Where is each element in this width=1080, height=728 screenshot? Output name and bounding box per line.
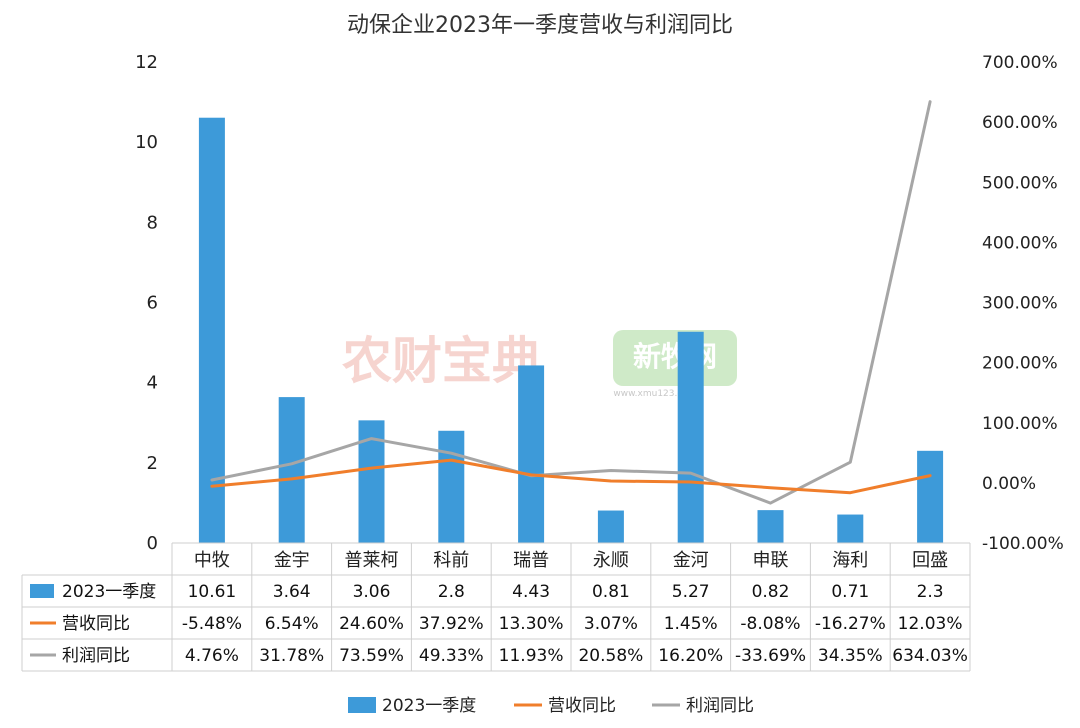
table-cell: 4.43 — [512, 582, 550, 602]
right-tick-label: 200.00% — [982, 354, 1058, 374]
bar-8 — [757, 510, 784, 543]
watermark-badge — [613, 330, 737, 386]
bar-9 — [837, 514, 864, 543]
table-cell: 3.07% — [584, 614, 638, 634]
table-cell: -8.08% — [740, 614, 800, 634]
legend-label: 营收同比 — [548, 696, 616, 716]
right-tick-label: 400.00% — [982, 233, 1058, 253]
legend-label: 2023一季度 — [382, 696, 476, 716]
table-cell: -33.69% — [735, 646, 806, 666]
table-cell: 11.93% — [499, 646, 564, 666]
left-axis: 0 2 4 6 8 10 12 — [135, 52, 158, 554]
legend-label: 利润同比 — [686, 696, 754, 716]
bar-5 — [518, 365, 545, 543]
table-cell: 20.58% — [578, 646, 643, 666]
table-cell: 0.82 — [752, 582, 790, 602]
table-cell: 0.71 — [831, 582, 869, 602]
table-cell: 2.8 — [438, 582, 465, 602]
right-tick-label: 500.00% — [982, 173, 1058, 193]
left-tick-label: 4 — [147, 373, 158, 394]
right-axis: -100.00% 0.00% 100.00% 200.00% 300.00% 400.00… — [982, 53, 1064, 554]
category-label: 海利 — [832, 550, 868, 571]
bar-series-2023q1 — [198, 117, 944, 544]
table-cell: 24.60% — [339, 614, 404, 634]
data-table: 中牧 金宇 普莱柯 科前 瑞普 永顺 金河 申联 海利 回盛 2023一季度 10.61 3.64 3.0… — [21, 542, 971, 672]
row-label: 利润同比 — [62, 646, 130, 666]
table-cell: 3.64 — [273, 582, 311, 602]
category-label: 中牧 — [194, 550, 230, 571]
left-tick-label: 0 — [147, 533, 158, 554]
watermark-text: 农财宝典 — [342, 332, 542, 390]
table-cell: 1.45% — [664, 614, 718, 634]
table-cell: 6.54% — [265, 614, 319, 634]
row-label: 营收同比 — [62, 614, 130, 634]
category-label: 瑞普 — [513, 550, 549, 571]
table-cell: 3.06 — [353, 582, 391, 602]
category-label: 永顺 — [593, 550, 629, 571]
right-tick-label: -100.00% — [982, 534, 1064, 554]
bar-7 — [677, 331, 704, 543]
table-cell: 12.03% — [898, 614, 963, 634]
bar-4 — [438, 430, 465, 543]
right-tick-label: 100.00% — [982, 414, 1058, 434]
line-series — [210, 100, 932, 505]
category-label: 普莱柯 — [345, 550, 399, 571]
table-cell: 73.59% — [339, 646, 404, 666]
revenue-yoy-line — [210, 458, 932, 495]
bar-2 — [278, 397, 305, 543]
bar-10 — [917, 450, 944, 543]
profit-yoy-line — [210, 100, 932, 505]
table-cell: 4.76% — [185, 646, 239, 666]
left-tick-label: 12 — [135, 52, 158, 73]
table-cell: 0.81 — [592, 582, 630, 602]
legend-swatch — [348, 697, 376, 713]
legend: 2023一季度 营收同比 利润同比 — [348, 696, 754, 716]
table-cell: 49.33% — [419, 646, 484, 666]
bar-6 — [597, 510, 624, 543]
table-cell: -5.48% — [182, 614, 242, 634]
table-cell: 31.78% — [259, 646, 324, 666]
left-tick-label: 2 — [147, 453, 158, 474]
right-tick-label: 600.00% — [982, 113, 1058, 133]
chart-title: 动保企业2023年一季度营收与利润同比 — [347, 13, 733, 38]
table-cell: -16.27% — [815, 614, 886, 634]
right-tick-label: 700.00% — [982, 53, 1058, 73]
row-key-swatch — [30, 584, 54, 598]
watermark-url: www.xmu123.com — [613, 389, 696, 399]
table-cell: 37.92% — [419, 614, 484, 634]
table-cell: 2.3 — [917, 582, 944, 602]
right-tick-label: 0.00% — [982, 474, 1036, 494]
row-label: 2023一季度 — [62, 582, 156, 602]
table-cell: 634.03% — [892, 646, 968, 666]
bar-1 — [198, 117, 225, 544]
left-tick-label: 8 — [147, 212, 158, 233]
table-cell: 34.35% — [818, 646, 883, 666]
category-label: 回盛 — [912, 550, 948, 571]
table-cell: 16.20% — [658, 646, 723, 666]
table-cell: 10.61 — [188, 582, 237, 602]
left-tick-label: 6 — [147, 293, 158, 314]
category-label: 申联 — [753, 550, 789, 571]
category-label: 金河 — [673, 550, 709, 571]
table-cell: 5.27 — [672, 582, 710, 602]
right-tick-label: 300.00% — [982, 294, 1058, 314]
category-label: 科前 — [433, 550, 469, 571]
category-label: 金宇 — [274, 550, 310, 571]
table-cell: 13.30% — [499, 614, 564, 634]
watermark-layer: 农财宝典 新牧网 www.xmu123.com — [342, 330, 737, 399]
watermark-text: 新牧网 — [633, 340, 717, 373]
left-tick-label: 10 — [135, 132, 158, 153]
